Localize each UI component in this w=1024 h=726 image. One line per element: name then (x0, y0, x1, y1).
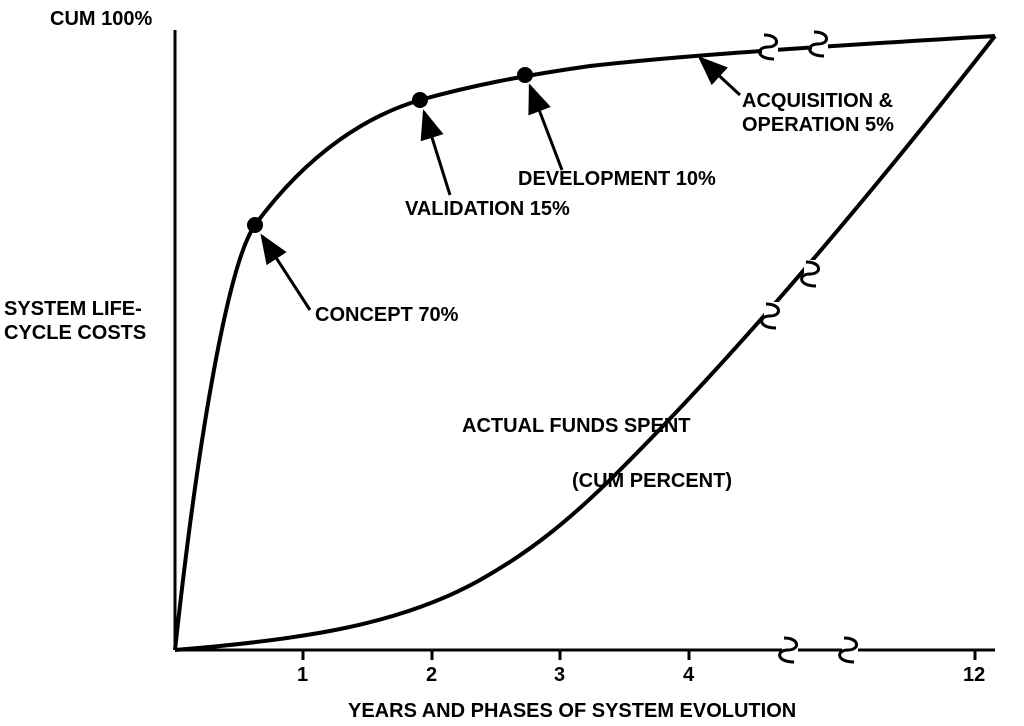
data-point (247, 217, 263, 233)
y-axis-side-label-1: SYSTEM LIFE- (4, 298, 142, 321)
x-tick-label: 2 (426, 664, 437, 687)
annotation-acquisition-2: OPERATION 5% (742, 114, 894, 137)
annotation-concept: CONCEPT 70% (315, 304, 458, 327)
data-point (412, 92, 428, 108)
annotation-arrow (530, 86, 562, 170)
annotation-acquisition-1: ACQUISITION & (742, 90, 893, 113)
x-axis-title: YEARS AND PHASES OF SYSTEM EVOLUTION (348, 700, 796, 723)
x-tick-label: 3 (554, 664, 565, 687)
annotation-actual-funds: ACTUAL FUNDS SPENT (462, 415, 691, 438)
annotation-arrow (424, 112, 450, 195)
annotation-arrow (262, 236, 310, 310)
annotation-arrow (700, 58, 740, 95)
x-tick-label: 1 (297, 664, 308, 687)
chart-container: CUM 100% SYSTEM LIFE- CYCLE COSTS CONCEP… (0, 0, 1024, 726)
x-tick-label: 12 (963, 664, 985, 687)
annotation-validation: VALIDATION 15% (405, 198, 570, 221)
y-axis-side-label-2: CYCLE COSTS (4, 322, 146, 345)
x-tick-label: 4 (683, 664, 694, 687)
y-axis-top-label: CUM 100% (50, 8, 152, 31)
data-point (517, 67, 533, 83)
annotation-development: DEVELOPMENT 10% (518, 168, 716, 191)
annotation-cum-percent: (CUM PERCENT) (572, 470, 732, 493)
